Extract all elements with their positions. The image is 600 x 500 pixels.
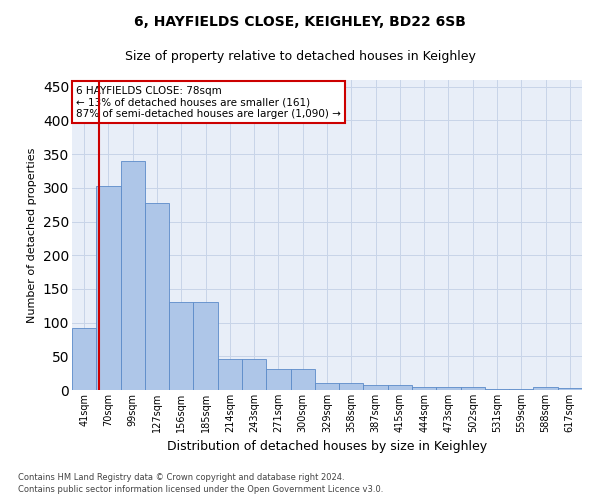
Bar	[461, 388, 485, 390]
Bar	[290, 369, 315, 390]
Bar	[315, 384, 339, 390]
Bar	[412, 388, 436, 390]
Bar	[339, 384, 364, 390]
Bar	[388, 384, 412, 390]
Bar	[558, 388, 582, 390]
Bar	[169, 302, 193, 390]
Text: 6, HAYFIELDS CLOSE, KEIGHLEY, BD22 6SB: 6, HAYFIELDS CLOSE, KEIGHLEY, BD22 6SB	[134, 15, 466, 29]
Bar	[121, 161, 145, 390]
Text: 6 HAYFIELDS CLOSE: 78sqm
← 13% of detached houses are smaller (161)
87% of semi-: 6 HAYFIELDS CLOSE: 78sqm ← 13% of detach…	[76, 86, 341, 119]
Y-axis label: Number of detached properties: Number of detached properties	[27, 148, 37, 322]
Text: Contains HM Land Registry data © Crown copyright and database right 2024.: Contains HM Land Registry data © Crown c…	[18, 474, 344, 482]
Bar	[266, 369, 290, 390]
Text: Size of property relative to detached houses in Keighley: Size of property relative to detached ho…	[125, 50, 475, 63]
Bar	[364, 384, 388, 390]
Text: Contains public sector information licensed under the Open Government Licence v3: Contains public sector information licen…	[18, 484, 383, 494]
Bar	[242, 359, 266, 390]
Bar	[145, 204, 169, 390]
Bar	[533, 388, 558, 390]
Bar	[436, 388, 461, 390]
X-axis label: Distribution of detached houses by size in Keighley: Distribution of detached houses by size …	[167, 440, 487, 454]
Bar	[193, 302, 218, 390]
Bar	[72, 328, 96, 390]
Bar	[96, 186, 121, 390]
Bar	[218, 359, 242, 390]
